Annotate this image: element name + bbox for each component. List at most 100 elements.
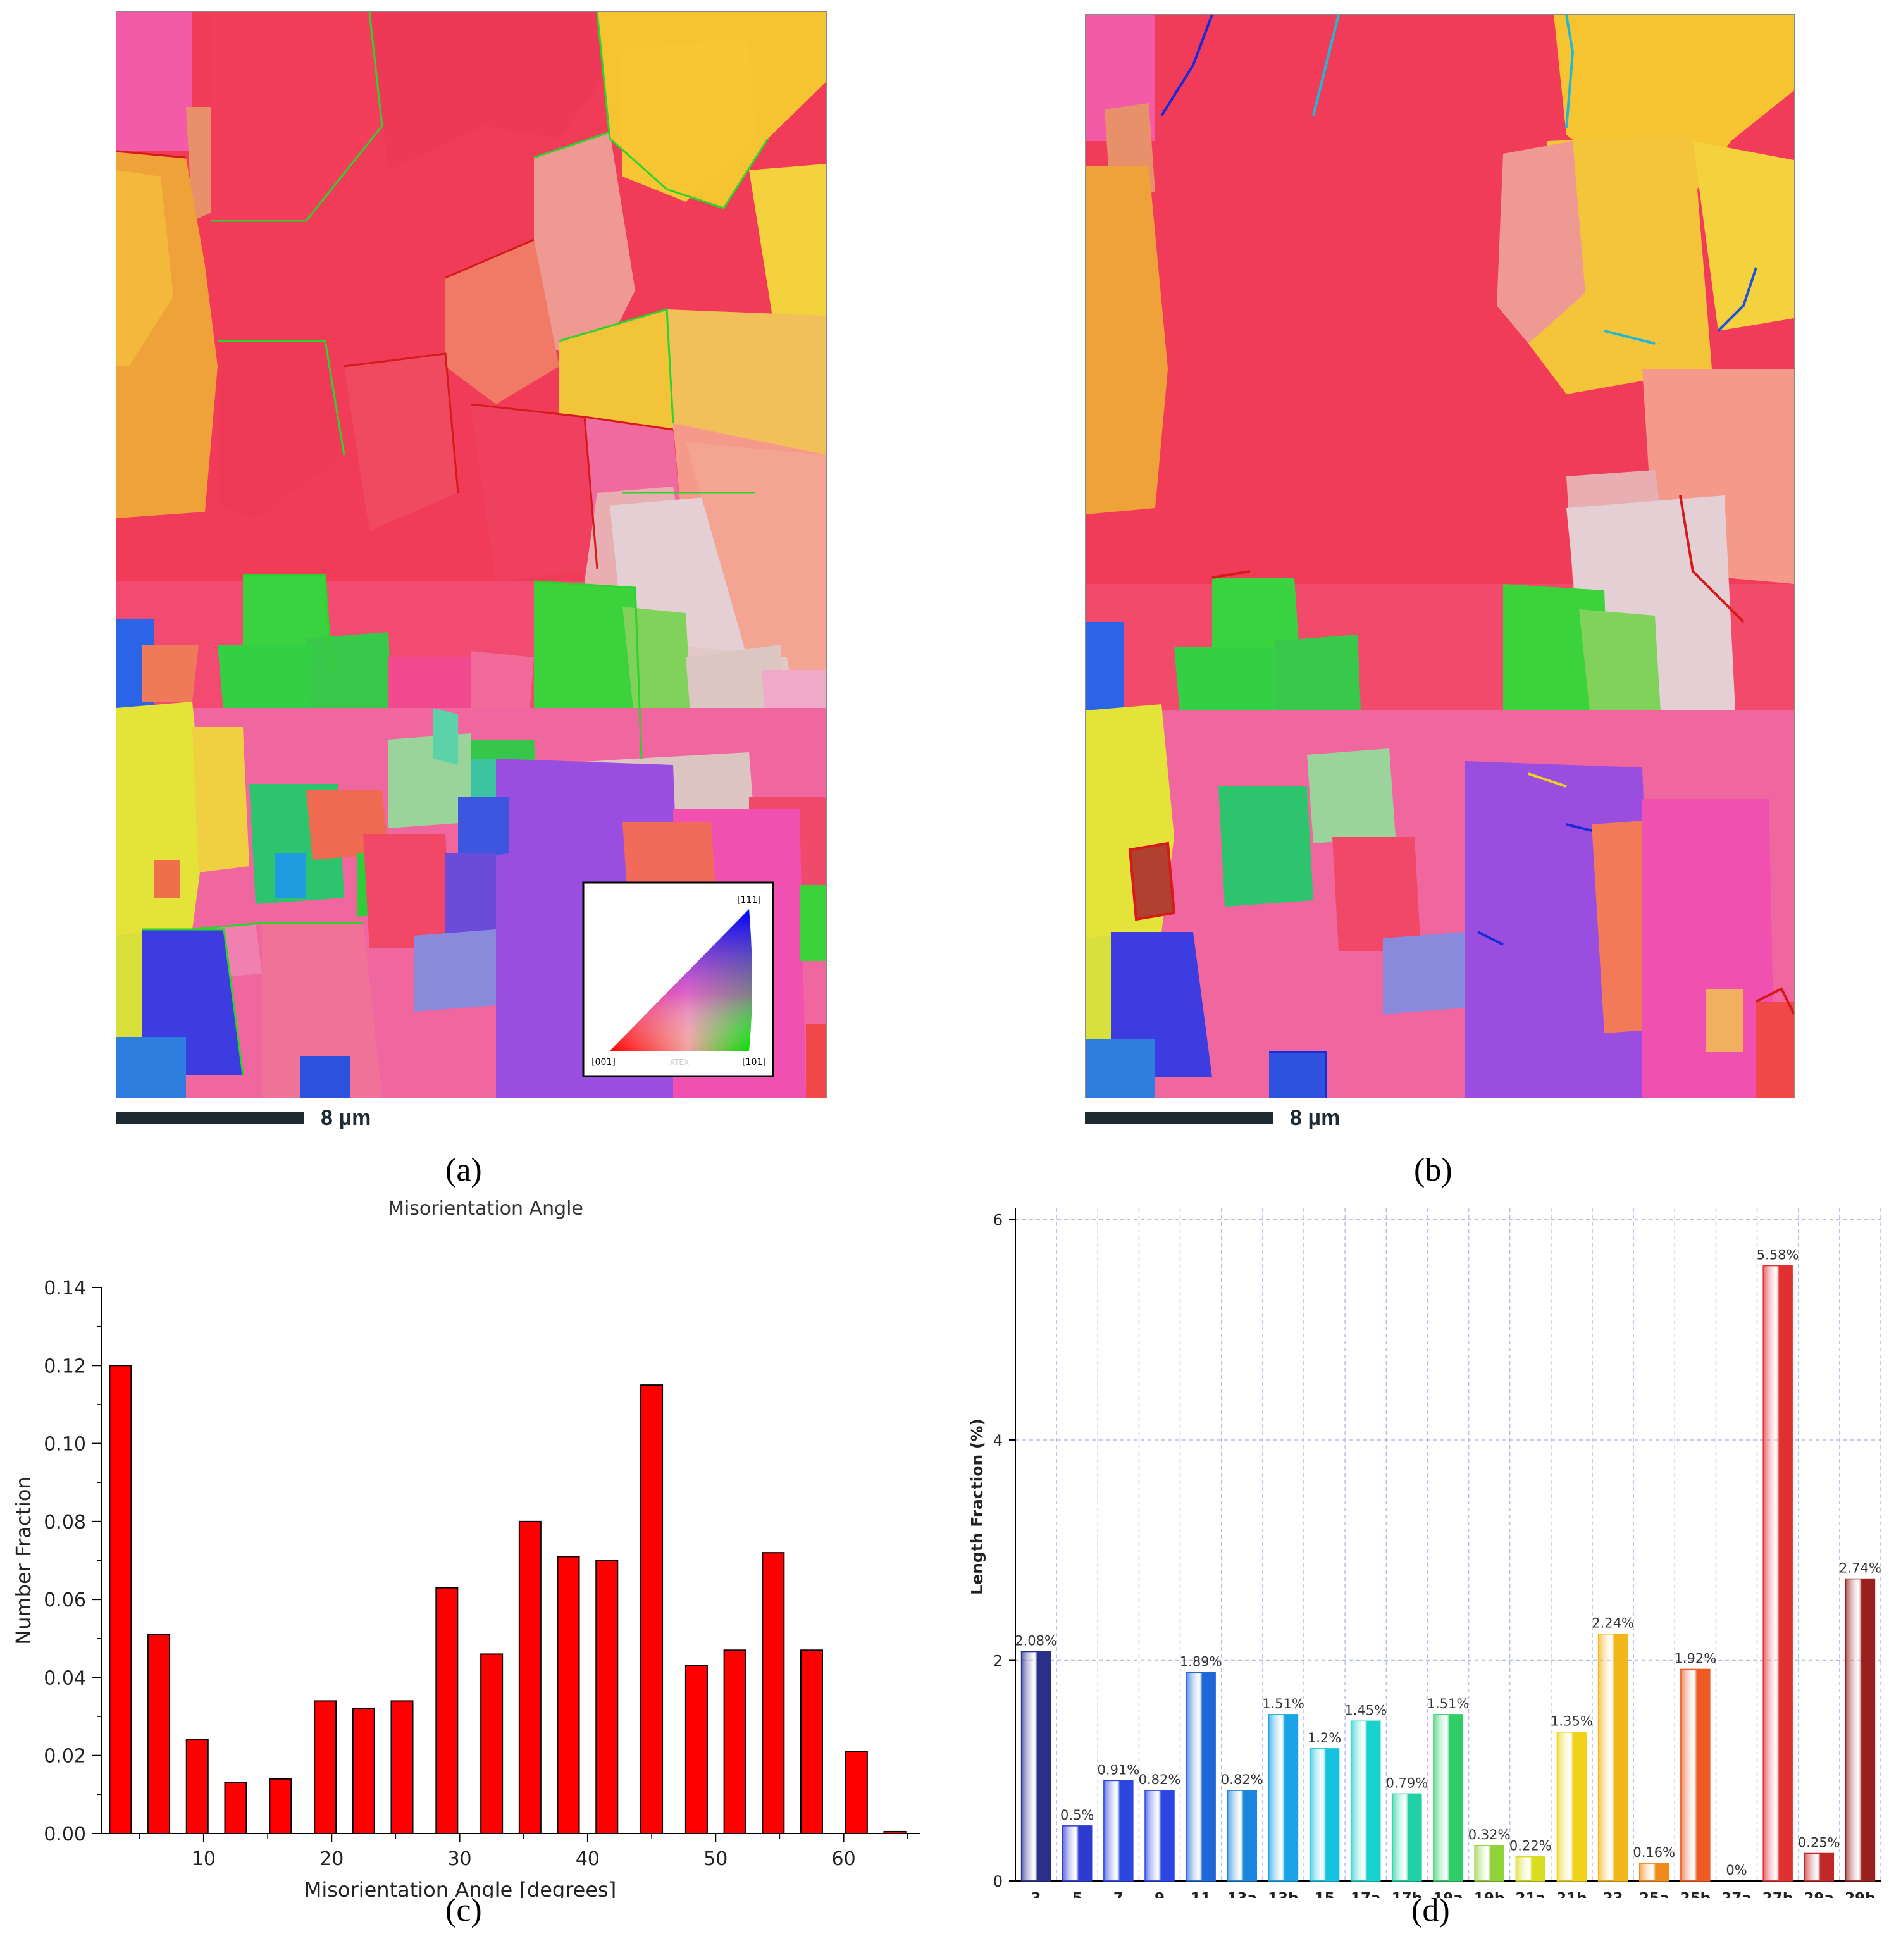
bar	[684, 1665, 708, 1835]
misorientation-chart-svg: Misorientation Angle 0.00 0.02 0.04 0.06 0.08…	[11, 1198, 920, 1898]
x-category-label: 3	[1031, 1890, 1041, 1898]
ipf-label-101: [101]	[742, 1057, 766, 1067]
bar-value-label: 2.24%	[1592, 1616, 1634, 1631]
x-axis-label: Misorientation Angle [degrees]	[304, 1878, 616, 1898]
panel-b-caption: (b)	[1414, 1152, 1452, 1188]
bar-value-label: 0.82%	[1221, 1772, 1263, 1787]
y-tick-label: 0.00	[44, 1823, 86, 1845]
bar	[1309, 1748, 1340, 1882]
bar	[557, 1556, 580, 1834]
bar	[845, 1751, 868, 1834]
ipf-grain-map: [111] [001] [101] ATEX	[116, 12, 826, 1098]
bar-value-label: 0%	[1726, 1863, 1747, 1878]
bar	[1020, 1651, 1051, 1882]
x-category-label: 29a	[1804, 1890, 1835, 1898]
x-category-label: 19a	[1433, 1890, 1463, 1898]
bar	[883, 1830, 907, 1834]
x-category-label: 27a	[1721, 1890, 1752, 1898]
bar	[800, 1649, 824, 1834]
scale-label: 8 μm	[321, 1106, 371, 1130]
bar-value-label: 0.91%	[1097, 1762, 1139, 1777]
bar-value-label: 1.92%	[1674, 1651, 1716, 1666]
bar-value-label: 1.51%	[1262, 1696, 1304, 1711]
bar	[352, 1708, 375, 1834]
ebsd-csl-boundary-map	[1085, 14, 1795, 1098]
panel-a: [111] [001] [101] ATEX 8 μm (a)	[0, 0, 944, 1202]
bar-value-label: 1.2%	[1308, 1730, 1341, 1746]
panel-d-caption: (d)	[1411, 1892, 1450, 1928]
y-axis-label: Number Fraction	[11, 1476, 35, 1644]
bar	[1474, 1845, 1504, 1882]
bar-value-label: 0.5%	[1060, 1808, 1094, 1823]
panel-a-caption: (a)	[445, 1152, 482, 1188]
x-category-label: 27b	[1762, 1890, 1793, 1898]
bar	[762, 1552, 785, 1835]
x-category-label: 21a	[1516, 1890, 1546, 1898]
x-category-label: 5	[1072, 1890, 1082, 1898]
bar	[595, 1560, 619, 1834]
x-tick-label: 20	[319, 1848, 344, 1870]
bar	[147, 1634, 171, 1834]
bar	[109, 1365, 132, 1834]
bar	[390, 1700, 414, 1835]
bar	[1845, 1578, 1876, 1882]
x-category-label: 25a	[1639, 1890, 1669, 1898]
bar-value-label: 0.79%	[1385, 1775, 1428, 1790]
bar-value-label: 0.22%	[1509, 1839, 1552, 1854]
x-category-label: 7	[1113, 1890, 1124, 1898]
y-tick-label: 0.04	[44, 1667, 86, 1689]
bar	[224, 1782, 247, 1834]
x-tick-label: 40	[576, 1848, 600, 1870]
ipf-label-111: [111]	[737, 895, 761, 905]
bar	[1103, 1780, 1134, 1882]
x-tick-label: 50	[703, 1848, 728, 1870]
x-category-label: 25b	[1680, 1890, 1711, 1898]
x-category-label: 29b	[1845, 1890, 1875, 1898]
bar-value-label: 1.45%	[1344, 1703, 1387, 1718]
bar-value-label: 0.32%	[1468, 1827, 1511, 1842]
bar	[480, 1653, 504, 1834]
y-tick-label: 0.14	[44, 1277, 86, 1299]
bar	[1350, 1720, 1381, 1882]
bar-value-label: 1.89%	[1180, 1654, 1222, 1670]
bar	[1268, 1714, 1299, 1882]
x-category-label: 13b	[1268, 1890, 1298, 1898]
x-category-label: 19b	[1474, 1890, 1504, 1898]
y-tick-label: 0.06	[44, 1589, 86, 1611]
bar-value-label: 2.08%	[1015, 1634, 1057, 1649]
bar	[723, 1649, 746, 1834]
y-tick-label: 6	[993, 1211, 1003, 1229]
bar-value-label: 5.58%	[1757, 1248, 1799, 1263]
y-tick-label: 4	[993, 1432, 1003, 1449]
x-category-label: 13a	[1227, 1890, 1258, 1898]
x-category-label: 17a	[1351, 1890, 1381, 1898]
bar-value-label: 1.51%	[1427, 1696, 1470, 1711]
bar	[1804, 1852, 1835, 1882]
bar	[1186, 1672, 1216, 1882]
y-tick-label: 0.10	[44, 1434, 86, 1456]
y-tick-label: 2	[993, 1652, 1003, 1670]
chart-csl-length-fraction: 0 2 4 6 2.08% 3 0.5% 5 0.91% 7 0.82% 9 1.89% 11 0.82% 1…	[944, 1189, 1889, 1960]
bar	[640, 1384, 664, 1835]
bar	[1597, 1633, 1628, 1882]
x-tick-label: 30	[447, 1848, 471, 1870]
x-tick-label: 60	[832, 1848, 856, 1870]
bar-value-label: 0.25%	[1798, 1835, 1840, 1850]
y-tick-label: 0.02	[44, 1746, 86, 1768]
csl-grain-map	[1086, 15, 1794, 1098]
bar	[435, 1587, 459, 1835]
bar-value-label: 0.16%	[1633, 1845, 1675, 1860]
x-category-label: 9	[1155, 1890, 1165, 1898]
chart-title: Misorientation Angle	[388, 1198, 583, 1220]
bar	[518, 1520, 542, 1834]
scale-label: 8 μm	[1290, 1106, 1341, 1130]
bar-value-label: 0.82%	[1139, 1772, 1181, 1787]
x-category-label: 17b	[1392, 1890, 1422, 1898]
bar	[1392, 1793, 1422, 1882]
y-tick-label: 0.12	[44, 1355, 86, 1377]
x-category-label: 11	[1191, 1890, 1211, 1898]
ipf-color-key: [111] [001] [101] ATEX	[582, 881, 774, 1077]
panel-b: 8 μm (b)	[944, 0, 1889, 1202]
scale-bar	[116, 1112, 304, 1124]
ebsd-ipf-map: [111] [001] [101] ATEX	[116, 11, 827, 1098]
